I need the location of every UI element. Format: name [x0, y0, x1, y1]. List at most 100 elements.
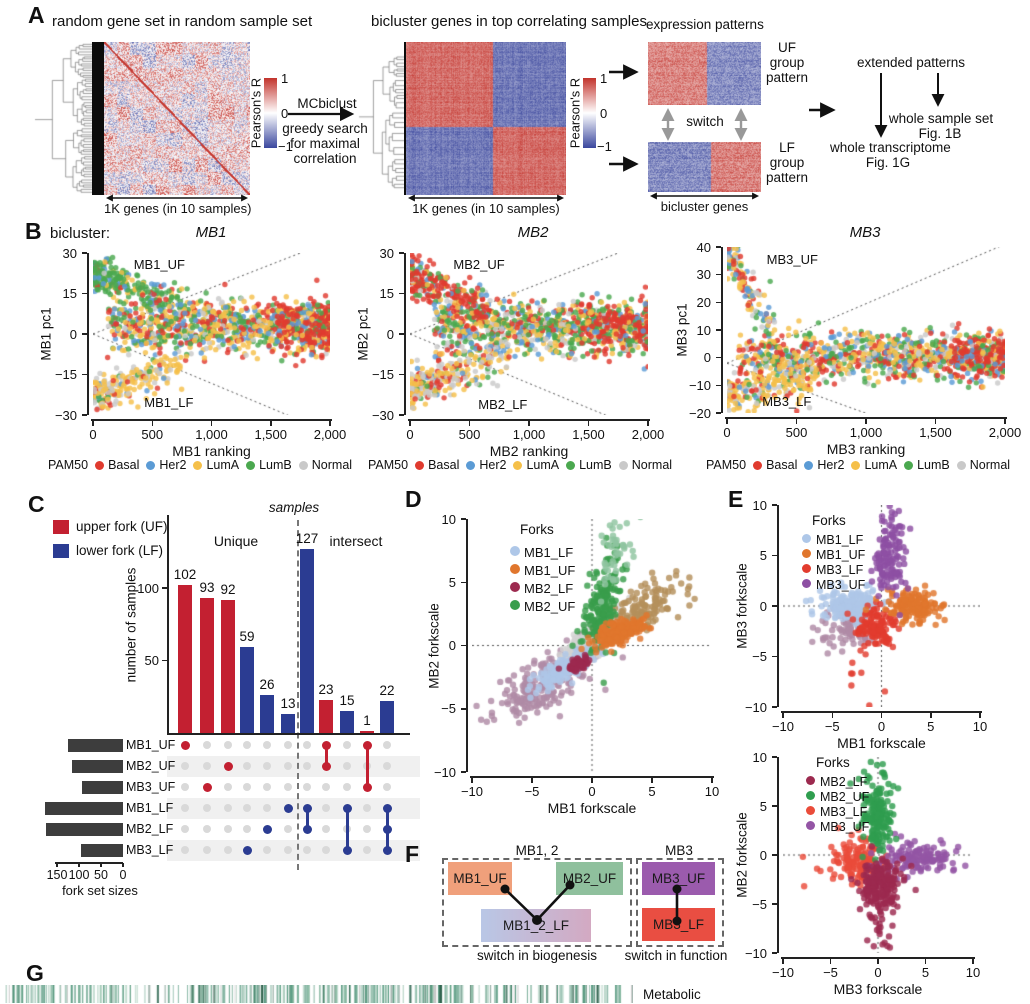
b1-y-axis [87, 253, 89, 415]
e2-y-tick [772, 805, 777, 807]
colorbar-1-tick-0: 0 [281, 106, 289, 121]
b1-x-tick-label: 1,500 [254, 427, 288, 442]
upset-matrix-dot [322, 804, 330, 812]
panel-f-group1-title: MB1, 2 [515, 843, 559, 858]
panel-g-label: G [26, 960, 44, 986]
e1-x-tick [831, 712, 833, 718]
upset-matrix-dot [224, 783, 232, 791]
b1-y-tick-label: −30 [54, 407, 77, 423]
e1-legend-title: Forks [812, 513, 846, 528]
pam50-legend-dot [95, 460, 105, 470]
upset-size-tick-label: 100 [68, 868, 90, 882]
pam50-legend-dot [415, 460, 425, 470]
switch-label: switch [686, 114, 724, 129]
upset-matrix-dot [203, 741, 211, 749]
pam50-legend-dot [246, 460, 256, 470]
upset-setsize-bar [45, 801, 123, 815]
b3-y-tick [716, 301, 721, 304]
b1-y-tick [82, 414, 87, 416]
upset-connector [365, 745, 369, 787]
bicluster-genes-label: bicluster genes [660, 199, 749, 214]
upset-setsize-bar [46, 822, 123, 836]
d-x-tick-label: 10 [704, 784, 720, 799]
pam50-legend-dot [513, 460, 523, 470]
e2-legend-item-label: MB2_UF [820, 790, 870, 804]
upset-legend-label: lower fork (LF) [76, 543, 164, 558]
upset-matrix-dot [322, 846, 330, 854]
upset-bar [178, 585, 192, 733]
pam50-legend-item-label: LumB [579, 458, 612, 472]
upset-bar [380, 701, 394, 733]
b3-x-tick [934, 418, 937, 424]
e2-x-axis [781, 957, 975, 959]
upset-matrix-dot [243, 825, 251, 833]
d-y-tick-label: 5 [448, 574, 456, 590]
upset-matrix-dot [303, 762, 311, 770]
b1-x-tick [210, 420, 213, 426]
panel-a-right-title: expression patterns [646, 17, 764, 32]
upset-matrix-dot [303, 846, 311, 854]
d-y-axis [466, 519, 468, 772]
pam50-legend-item-label: LumA [864, 458, 898, 472]
e2-y-tick [772, 756, 777, 758]
upset-setsize-bar [67, 738, 123, 752]
b3-points-canvas [727, 247, 1005, 413]
pam50-legend-dot [851, 460, 861, 470]
upset-bar [200, 598, 214, 733]
pam50-legend-dot [804, 460, 814, 470]
upset-size-tick [56, 863, 58, 867]
mb1-title: MB1 [195, 224, 227, 241]
b2-x-tick-label: 500 [458, 427, 481, 442]
upset-matrix-dot [263, 804, 271, 812]
whole-sample-set-label: whole sample set [888, 111, 994, 126]
pam50-legend-dot [904, 460, 914, 470]
b1-x-tick [270, 420, 272, 426]
upset-bar [319, 699, 333, 733]
e1-x-tick [782, 712, 784, 718]
upset-matrix-dot [284, 846, 292, 854]
b2-y-axis-title: MB2 pc1 [355, 307, 371, 361]
upset-matrix-dot [181, 825, 189, 833]
e2-y-tick-label: −10 [744, 945, 767, 961]
upset-matrix-dot [284, 741, 292, 749]
upset-matrix-dot [383, 741, 391, 749]
upset-matrix-dot [224, 741, 232, 749]
b2-y-tick [399, 292, 404, 295]
upset-active-dot [382, 845, 392, 855]
upset-matrix-dot [322, 783, 330, 791]
upset-row-label: MB3_UF [126, 779, 176, 794]
upset-unique-label: Unique [213, 533, 259, 549]
pam50-legend-item-label: LumB [259, 458, 292, 472]
upset-matrix-dot [284, 762, 292, 770]
upset-setsize-bar [81, 780, 123, 794]
upset-active-dot [342, 803, 352, 813]
upset-legend-swatch [53, 520, 69, 534]
b2-x-tick [647, 420, 649, 426]
b3-y-axis-title: MB3 pc1 [674, 303, 690, 357]
bicluster-correlation-heatmap [406, 42, 566, 195]
pam50-legend-dot [956, 460, 966, 470]
e2-x-tick-label: 10 [965, 965, 981, 980]
e1-x-tick-label: 10 [972, 719, 988, 734]
pam50-legend-item-label: Basal [108, 458, 140, 472]
b1-y-tick-label: −15 [54, 367, 77, 382]
e2-x-tick [782, 958, 784, 964]
e1-legend-dot [802, 579, 811, 588]
uf-pattern-heatmap [648, 42, 761, 105]
b2-annotation: MB2_UF [453, 256, 505, 272]
upset-section-divider [297, 520, 299, 870]
upset-matrix-dot [181, 783, 189, 791]
upset-y-axis [167, 515, 169, 733]
e1-x-tick [979, 712, 981, 718]
upset-matrix-dot [243, 804, 251, 812]
b2-x-tick-label: 1,000 [512, 427, 546, 442]
e1-legend-item-label: MB3_LF [816, 563, 864, 577]
upset-bar [260, 695, 274, 733]
pam50-legend-dot [618, 460, 628, 470]
b3-x-tick-label: 1,000 [849, 425, 883, 440]
upset-setsize-bar [72, 759, 123, 773]
e1-y-tick-label: 0 [759, 598, 767, 614]
pearsons-r-label-1: Pearson's R [248, 77, 264, 149]
e1-legend-dot [802, 549, 811, 558]
